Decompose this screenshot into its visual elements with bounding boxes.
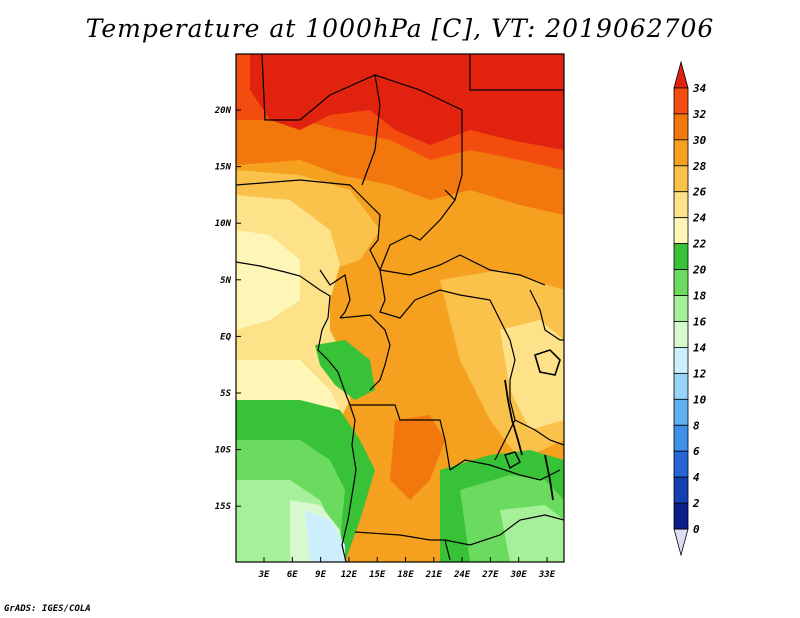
colorbar-segment [673, 476, 689, 504]
colorbar-label: 18 [693, 290, 707, 303]
coastline-west [236, 261, 357, 562]
border-drc-n [339, 314, 391, 391]
colorbar-label: 0 [693, 523, 700, 536]
colorbar-label: 32 [692, 108, 707, 121]
green-coast [315, 340, 375, 400]
border-n1 [261, 54, 381, 186]
border-angola-n [350, 404, 451, 471]
border-n2 [374, 74, 463, 202]
colorbar-segment [673, 398, 689, 426]
colorbar-segment [673, 60, 689, 89]
lake-mweru [504, 451, 521, 470]
border-zambia [449, 459, 561, 481]
colorbar-segment [673, 450, 689, 478]
east-24 [500, 320, 564, 430]
grads-credit: GrADS: IGES/COLA [4, 604, 91, 614]
lat-label: 15S [215, 502, 232, 512]
colorbar-segment [673, 321, 689, 348]
colorbar-segment [673, 347, 689, 374]
colorbar-label: 14 [693, 341, 707, 354]
lat-label: 10N [215, 219, 232, 229]
map-frame-border [235, 53, 565, 563]
colorbar-label: 24 [692, 212, 707, 225]
colorbar-label: 10 [693, 393, 707, 406]
colorbar-label: 16 [693, 315, 707, 328]
lon-label: 33E [538, 570, 556, 580]
colorbar-label: 22 [692, 238, 707, 251]
lat-label: 15N [215, 163, 232, 173]
longitude-axis: 3E 6E 9E 12E 15E 18E 21E 24E 27E 30E 33E [258, 557, 556, 580]
lake-tanganyika [504, 379, 523, 456]
lake-victoria [534, 349, 561, 376]
lat-label: 5N [220, 276, 231, 286]
lat-label: EQ [220, 332, 231, 342]
colorbar-segment [673, 165, 689, 193]
temperature-field [236, 54, 564, 562]
border-car [379, 269, 491, 319]
colorbar-segment [673, 113, 689, 141]
south-hot [390, 415, 445, 500]
colorbar-segment [673, 191, 689, 219]
west-22 [236, 230, 300, 330]
colorbar-label: 30 [692, 134, 707, 147]
colorbar-segment [673, 139, 689, 167]
lat-label: 5S [220, 389, 231, 399]
colorbar-segment [673, 502, 689, 530]
map-title: Temperature at 1000hPa [C], VT: 20190627… [85, 14, 715, 43]
border-sahel [236, 179, 546, 286]
lon-label: 24E [453, 570, 471, 580]
lon-label: 27E [481, 570, 499, 580]
colorbar-label: 34 [692, 82, 707, 95]
lon-label: 3E [258, 570, 270, 580]
colorbar-label: 26 [692, 186, 707, 199]
borders [236, 54, 564, 562]
border-tz [514, 419, 564, 446]
colorbar-label: 4 [693, 471, 700, 484]
lon-label: 21E [425, 570, 443, 580]
border-drc-e [489, 299, 516, 461]
blue-12-sw [305, 510, 345, 562]
colorbar-label: 12 [693, 367, 707, 380]
lat-label: 20N [214, 106, 232, 116]
band-34 [250, 54, 564, 150]
lon-label: 12E [341, 570, 358, 580]
colorbar-label: 28 [692, 160, 707, 173]
colorbar-label: 2 [692, 497, 700, 510]
lake-malawi [544, 454, 554, 501]
colorbar-segment [673, 372, 689, 400]
lon-label: 30E [510, 570, 528, 580]
border-cameroon [319, 269, 351, 319]
border-east1 [529, 289, 564, 341]
border-chad [379, 199, 456, 271]
lon-label: 15E [369, 570, 386, 580]
lon-label: 6E [287, 570, 298, 580]
colorbar-segment [673, 269, 689, 296]
colorbar-label: 8 [693, 419, 700, 432]
border-angola-s [354, 531, 451, 561]
lon-label: 9E [315, 570, 326, 580]
colorbar-segment [673, 295, 689, 322]
border-zambia-s [444, 514, 564, 546]
border-n3 [469, 54, 564, 91]
colorbar-segment [673, 528, 689, 557]
latitude-axis: 20N 15N 10N 5N EQ 5S 10S 15S [214, 106, 241, 512]
lat-label: 10S [215, 446, 232, 456]
green-16-se [500, 505, 564, 562]
colorbar-label: 6 [693, 445, 700, 458]
colorbar-segment [673, 424, 689, 452]
colorbar-label: 20 [692, 264, 707, 277]
lon-label: 18E [397, 570, 414, 580]
colorbar-segment [673, 87, 689, 115]
colorbar-segment [673, 243, 689, 270]
colorbar-segment [673, 217, 689, 245]
